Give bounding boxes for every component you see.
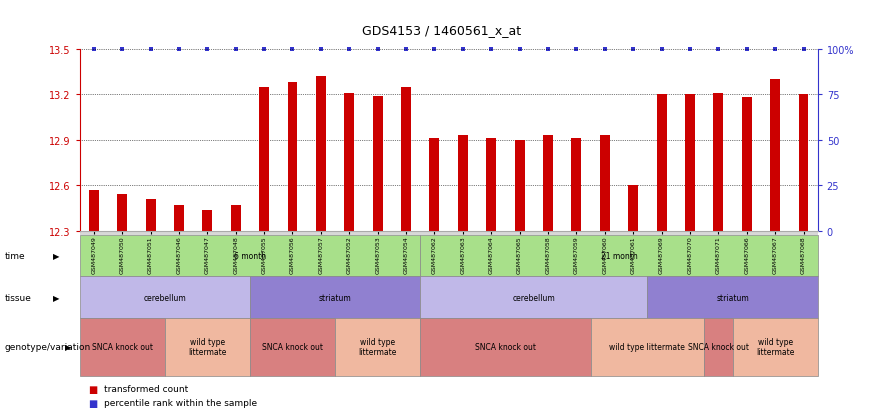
Bar — [458, 136, 468, 231]
Text: striatum: striatum — [319, 293, 352, 302]
Bar — [685, 95, 695, 231]
Bar — [742, 98, 751, 231]
Bar — [571, 139, 582, 231]
Text: ■: ■ — [88, 398, 97, 408]
Text: percentile rank within the sample: percentile rank within the sample — [104, 398, 257, 407]
Text: SNCA knock out: SNCA knock out — [688, 342, 749, 351]
Bar — [713, 93, 723, 231]
Bar — [259, 88, 269, 231]
Text: time: time — [4, 252, 25, 261]
Bar — [629, 186, 638, 231]
Text: wild type
littermate: wild type littermate — [188, 337, 226, 356]
Bar — [118, 195, 127, 231]
Bar — [202, 210, 212, 231]
Bar — [174, 206, 184, 231]
Text: striatum: striatum — [716, 293, 749, 302]
Bar — [430, 139, 439, 231]
Text: cerebellum: cerebellum — [513, 293, 555, 302]
Text: transformed count: transformed count — [104, 385, 188, 394]
Bar — [401, 88, 411, 231]
Bar — [543, 136, 553, 231]
Text: SNCA knock out: SNCA knock out — [92, 342, 153, 351]
Bar — [373, 97, 383, 231]
Bar — [316, 77, 326, 231]
Text: wild type
littermate: wild type littermate — [359, 337, 397, 356]
Bar — [146, 199, 156, 231]
Text: ▶: ▶ — [53, 252, 59, 261]
Text: 21 month: 21 month — [600, 252, 637, 261]
Text: tissue: tissue — [4, 293, 31, 302]
Text: cerebellum: cerebellum — [143, 293, 187, 302]
Bar — [657, 95, 667, 231]
Bar — [770, 80, 780, 231]
Bar — [798, 95, 809, 231]
Text: SNCA knock out: SNCA knock out — [475, 342, 536, 351]
Bar — [514, 140, 524, 231]
Bar — [344, 93, 354, 231]
Text: ■: ■ — [88, 384, 97, 394]
Text: ▶: ▶ — [65, 342, 71, 351]
Bar — [486, 139, 496, 231]
Text: wild type
littermate: wild type littermate — [756, 337, 795, 356]
Text: 6 month: 6 month — [234, 252, 266, 261]
Bar — [88, 190, 99, 231]
Text: genotype/variation: genotype/variation — [4, 342, 91, 351]
Text: wild type littermate: wild type littermate — [609, 342, 685, 351]
Text: ▶: ▶ — [53, 293, 59, 302]
Text: SNCA knock out: SNCA knock out — [262, 342, 323, 351]
Bar — [231, 206, 240, 231]
Bar — [600, 136, 610, 231]
Bar — [287, 83, 297, 231]
Text: GDS4153 / 1460561_x_at: GDS4153 / 1460561_x_at — [362, 24, 522, 37]
